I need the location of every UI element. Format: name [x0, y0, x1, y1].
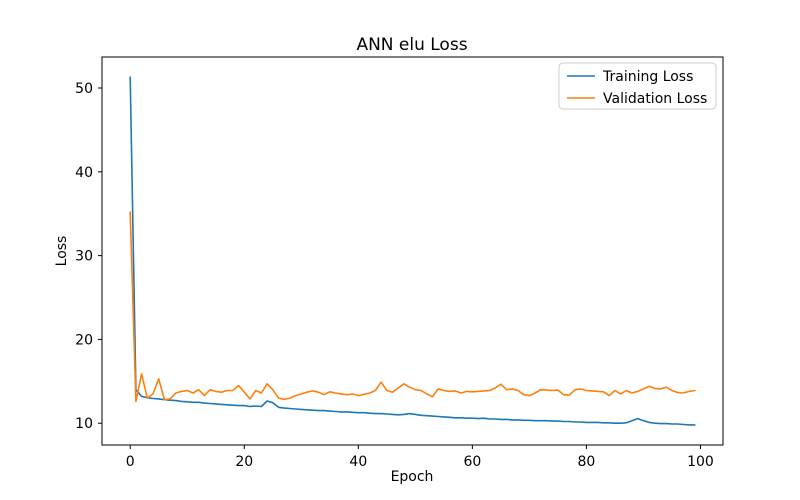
x-axis-ticks: 0 20 40 60 80 100 — [126, 445, 714, 470]
legend-label-training: Training Loss — [602, 69, 693, 85]
y-tick-label: 50 — [75, 81, 93, 97]
y-tick-label: 40 — [75, 165, 93, 181]
chart-title: ANN elu Loss — [356, 35, 467, 55]
x-tick-label: 80 — [578, 454, 596, 470]
x-tick-label: 20 — [235, 454, 253, 470]
x-axis-label: Epoch — [391, 469, 434, 485]
legend-box — [558, 62, 717, 110]
training-loss-line — [129, 76, 696, 426]
x-tick-label: 100 — [687, 454, 714, 470]
y-tick-label: 30 — [75, 249, 93, 265]
y-axis-ticks: 10 20 30 40 50 — [75, 81, 102, 432]
x-tick-label: 0 — [126, 454, 135, 470]
x-tick-label: 60 — [463, 454, 481, 470]
validation-loss-line — [129, 211, 696, 403]
y-axis-label: Loss — [54, 236, 70, 267]
x-tick-label: 40 — [349, 454, 367, 470]
plot-area — [101, 56, 724, 446]
y-tick-label: 20 — [75, 332, 93, 348]
legend: Training Loss Validation Loss — [558, 62, 717, 110]
legend-label-validation: Validation Loss — [603, 91, 707, 107]
y-tick-label: 10 — [75, 416, 93, 432]
series-lines — [129, 76, 696, 426]
